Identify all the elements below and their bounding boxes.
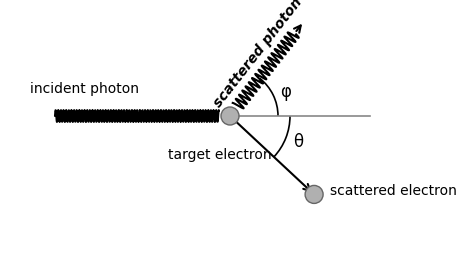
Text: scattered electron: scattered electron <box>330 184 457 198</box>
Text: target electron: target electron <box>168 147 272 161</box>
Circle shape <box>221 108 239 125</box>
Text: scattered photon: scattered photon <box>210 0 305 109</box>
Text: θ: θ <box>293 132 303 150</box>
Text: incident photon: incident photon <box>30 82 139 96</box>
Circle shape <box>305 186 323 204</box>
Text: φ: φ <box>280 83 291 101</box>
